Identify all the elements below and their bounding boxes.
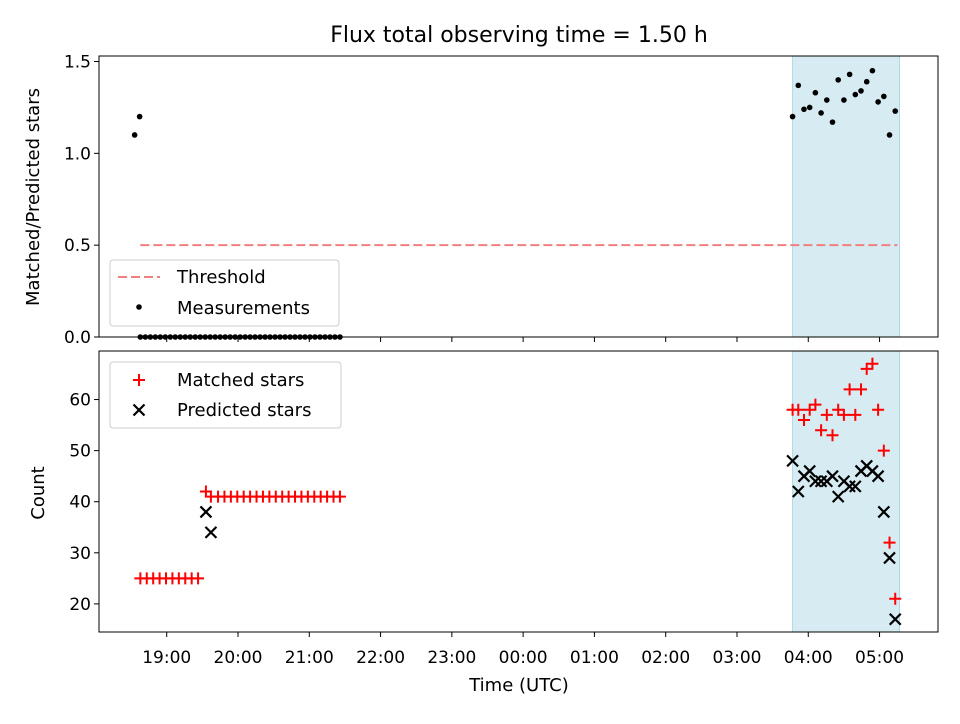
predicted-star-point bbox=[826, 469, 839, 483]
measurement-point bbox=[812, 89, 819, 96]
measurement-point bbox=[841, 97, 847, 103]
legend-threshold-label: Threshold bbox=[176, 267, 266, 288]
bottom-y-tick-label: 50 bbox=[69, 442, 91, 462]
matched-star-point bbox=[872, 403, 885, 416]
x-tick-label: 05:00 bbox=[855, 648, 904, 668]
measurement-point bbox=[801, 106, 807, 113]
chart-title: Flux total observing time = 1.50 h bbox=[330, 23, 708, 48]
matched-star-point bbox=[820, 408, 833, 421]
top-legend-box bbox=[109, 259, 340, 327]
matched-star-point bbox=[889, 592, 902, 605]
predicted-star-point bbox=[792, 485, 805, 498]
matched-star-point bbox=[855, 383, 868, 396]
legend-predicted-label: Predicted stars bbox=[177, 400, 311, 421]
legend-measurements-label: Measurements bbox=[177, 298, 310, 319]
measurement-point bbox=[852, 91, 859, 98]
top-observing-span bbox=[792, 55, 901, 338]
matched-star-point bbox=[837, 408, 850, 421]
measurement-point bbox=[818, 110, 824, 116]
matched-star-point bbox=[333, 490, 346, 503]
matched-star-point bbox=[849, 408, 862, 421]
x-tick-label: 23:00 bbox=[427, 648, 476, 668]
measurement-point bbox=[858, 88, 864, 94]
measurement-point bbox=[892, 108, 899, 114]
measurement-point bbox=[881, 93, 887, 100]
top-legend: Threshold Measurements bbox=[109, 259, 340, 327]
top-y-tick-label: 0.5 bbox=[64, 236, 91, 256]
bottom-panel: 20 30 40 50 60 19:00 20:00 21:00 22:00 23:00 00:00… bbox=[69, 350, 939, 668]
bottom-y-tick-label: 30 bbox=[69, 544, 91, 564]
x-tick-label: 02:00 bbox=[641, 648, 690, 668]
predicted-star-point bbox=[888, 612, 902, 626]
x-tick-label: 03:00 bbox=[712, 648, 761, 668]
matched-star-point bbox=[792, 403, 805, 416]
top-y-tick-label: 1.0 bbox=[64, 144, 91, 164]
matched-star-point bbox=[832, 403, 845, 416]
matched-star-point bbox=[803, 403, 816, 416]
x-tick-label: 19:00 bbox=[142, 648, 191, 668]
x-tick-label: 22:00 bbox=[356, 648, 405, 668]
measurement-point bbox=[829, 119, 836, 125]
x-tick-label: 20:00 bbox=[214, 648, 263, 668]
bottom-y-tick-label: 60 bbox=[69, 391, 91, 411]
predicted-star-point bbox=[877, 505, 891, 519]
x-tick-label: 01:00 bbox=[570, 648, 619, 668]
top-panel: 0.0 0.5 1.0 1.5 Threshold Measurements bbox=[64, 53, 939, 348]
bottom-y-tick-label: 40 bbox=[69, 493, 91, 513]
x-tick-label: 04:00 bbox=[784, 648, 833, 668]
top-y-axis-label: Matched/Predicted stars bbox=[23, 88, 44, 306]
predicted-star-point bbox=[204, 526, 218, 539]
legend-measurements-swatch bbox=[136, 304, 142, 310]
predicted-star-point bbox=[809, 475, 822, 488]
top-y-tick-label: 1.5 bbox=[64, 53, 91, 73]
bottom-legend-box bbox=[109, 361, 342, 429]
predicted-star-point bbox=[849, 480, 862, 493]
matched-star-point bbox=[860, 362, 873, 375]
matched-star-point bbox=[866, 357, 879, 370]
measurement-point bbox=[823, 97, 830, 103]
matched-star-point bbox=[883, 536, 896, 549]
legend-matched-label: Matched stars bbox=[177, 370, 304, 391]
measurement-point bbox=[795, 82, 802, 89]
measurement-point bbox=[835, 77, 842, 83]
bottom-y-tick-label: 20 bbox=[69, 595, 91, 615]
predicted-star-point bbox=[871, 469, 885, 483]
predicted-star-point bbox=[843, 480, 856, 493]
matched-star-point bbox=[815, 424, 828, 437]
measurement-point bbox=[136, 113, 143, 120]
matched-star-point bbox=[797, 413, 810, 426]
matched-star-point bbox=[826, 429, 839, 442]
measurement-point bbox=[863, 78, 870, 85]
legend-predicted-swatch bbox=[132, 403, 146, 417]
predicted-star-point bbox=[803, 464, 816, 478]
top-axes-frame bbox=[98, 55, 939, 338]
matched-star-point bbox=[809, 398, 822, 411]
measurement-point bbox=[869, 67, 876, 74]
x-tick-label: 21:00 bbox=[285, 648, 334, 668]
top-y-tick-label: 0.0 bbox=[64, 328, 91, 348]
bottom-legend: Matched stars Predicted stars bbox=[109, 361, 342, 429]
x-tick-label: 00:00 bbox=[499, 648, 548, 668]
measurement-point bbox=[131, 132, 138, 138]
predicted-star-point bbox=[883, 551, 896, 565]
bottom-y-axis-label: Count bbox=[28, 466, 49, 519]
measurement-point bbox=[789, 113, 796, 120]
bottom-axes-frame bbox=[98, 350, 939, 633]
matched-star-point bbox=[192, 572, 205, 585]
measurement-point bbox=[806, 104, 813, 111]
predicted-star-point bbox=[786, 454, 799, 468]
legend-matched-swatch bbox=[133, 374, 145, 386]
x-axis-label: Time (UTC) bbox=[468, 675, 569, 696]
predicted-star-point bbox=[814, 475, 828, 488]
predicted-star-point bbox=[199, 505, 213, 519]
measurement-point bbox=[875, 99, 881, 105]
predicted-star-point bbox=[831, 490, 845, 503]
measurement-point bbox=[886, 132, 893, 138]
matched-star-point bbox=[843, 383, 856, 396]
measurement-point bbox=[846, 71, 853, 78]
matched-star-point bbox=[877, 444, 890, 457]
